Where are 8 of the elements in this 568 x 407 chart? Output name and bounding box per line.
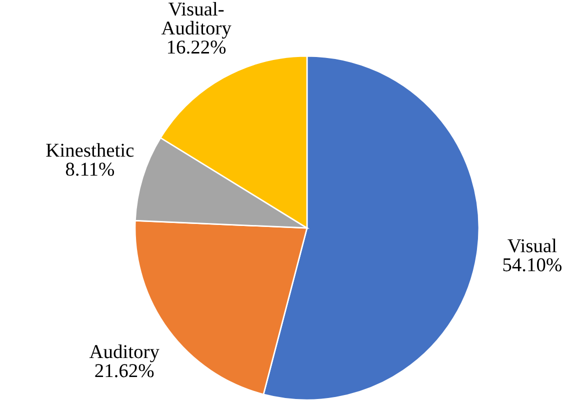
data-label: 8.11% bbox=[66, 162, 114, 176]
slice-label: Visual bbox=[508, 238, 557, 252]
data-label: 54.10% bbox=[503, 258, 562, 272]
slice-label: Kinesthetic bbox=[46, 143, 134, 157]
slice-label: Auditory bbox=[89, 344, 160, 362]
data-label: 16.22% bbox=[168, 40, 226, 54]
slice-label: Visual-Auditory bbox=[161, 2, 232, 39]
data-label: 21.62% bbox=[95, 364, 154, 378]
